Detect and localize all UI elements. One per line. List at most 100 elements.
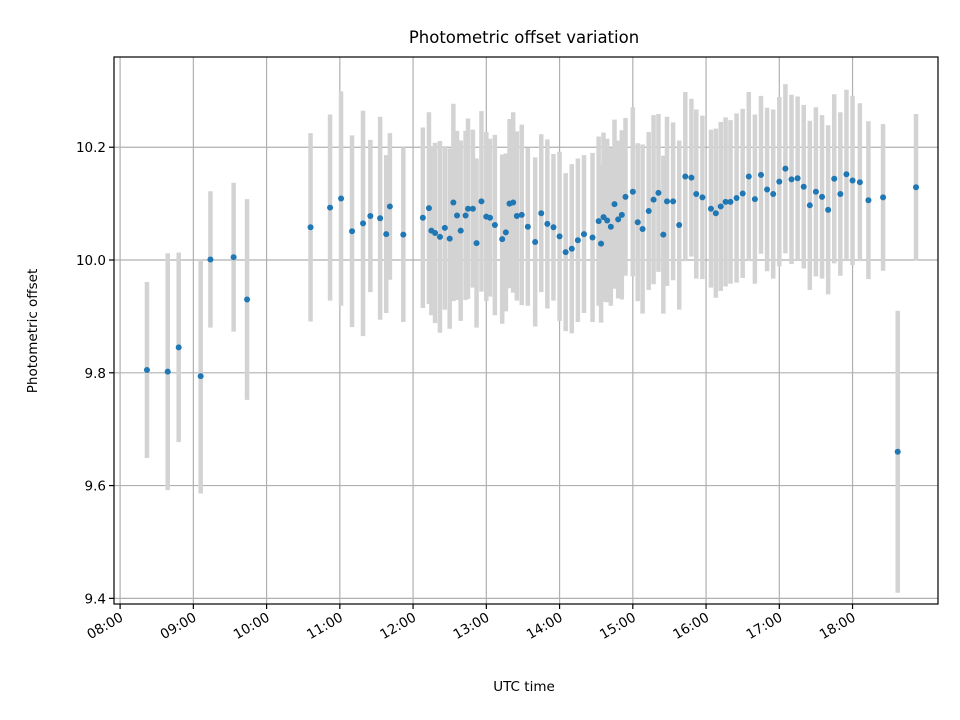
data-point	[197, 373, 204, 380]
data-point	[913, 184, 920, 191]
data-point	[622, 193, 629, 200]
x-tick-label: 11:00	[304, 610, 346, 643]
data-point	[611, 201, 618, 208]
x-tick-label: 14:00	[524, 610, 566, 643]
data-point	[562, 249, 569, 256]
data-point	[469, 205, 476, 212]
data-point	[764, 186, 771, 193]
x-tick-label: 08:00	[84, 610, 126, 643]
data-point	[650, 196, 657, 203]
data-point	[837, 191, 844, 198]
x-tick-label: 13:00	[451, 610, 493, 643]
data-point	[465, 205, 472, 212]
x-axis-label: UTC time	[493, 679, 555, 695]
data-point	[349, 228, 356, 235]
data-point	[360, 220, 367, 227]
data-point	[518, 211, 525, 218]
data-point	[143, 366, 150, 373]
data-point	[499, 236, 506, 243]
data-point	[441, 224, 448, 231]
data-point	[894, 448, 901, 455]
data-point	[175, 344, 182, 351]
data-points	[143, 165, 920, 455]
data-point	[688, 174, 695, 181]
y-tick-label: 9.8	[85, 366, 106, 382]
data-point	[383, 231, 390, 238]
data-point	[800, 183, 807, 190]
data-point	[164, 368, 171, 375]
data-point	[865, 197, 872, 204]
y-tick-label: 10.0	[76, 253, 106, 269]
data-point	[454, 212, 461, 219]
data-point	[782, 165, 789, 172]
data-point	[757, 171, 764, 178]
data-point	[717, 203, 724, 210]
data-point	[794, 175, 801, 182]
y-tick-label: 10.2	[76, 140, 106, 156]
data-point	[739, 190, 746, 197]
y-tick-label: 9.4	[85, 591, 106, 607]
data-point	[770, 191, 777, 198]
data-point	[386, 203, 393, 210]
data-point	[432, 229, 439, 236]
data-point	[682, 173, 689, 180]
data-point	[722, 198, 729, 205]
data-point	[207, 256, 214, 263]
data-point	[639, 225, 646, 232]
data-point	[819, 193, 826, 200]
data-point	[419, 214, 426, 221]
data-point	[502, 229, 509, 236]
data-point	[580, 231, 587, 238]
error-bars	[144, 84, 919, 593]
data-point	[377, 215, 384, 222]
data-point	[307, 224, 314, 231]
data-point	[660, 231, 667, 238]
data-point	[510, 199, 517, 206]
x-tick-label: 18:00	[817, 610, 859, 643]
data-point	[812, 188, 819, 195]
data-point	[524, 223, 531, 230]
y-tick-label: 9.6	[85, 479, 106, 495]
data-point	[491, 222, 498, 229]
data-point	[676, 222, 683, 229]
data-point	[607, 223, 614, 230]
data-point	[727, 198, 734, 205]
data-point	[327, 204, 334, 211]
x-tick-label: 10:00	[231, 610, 273, 643]
data-point	[629, 188, 636, 195]
data-point	[707, 205, 714, 212]
data-point	[712, 210, 719, 217]
data-point	[618, 211, 625, 218]
data-point	[693, 191, 700, 198]
data-point	[699, 194, 706, 201]
data-point	[604, 217, 611, 224]
plot-frame	[113, 56, 939, 605]
data-point	[550, 224, 557, 231]
data-point	[462, 212, 469, 219]
data-point	[745, 173, 752, 180]
data-point	[751, 196, 758, 203]
data-point	[425, 205, 432, 212]
x-tick-label: 16:00	[670, 610, 712, 643]
data-point	[568, 245, 575, 252]
data-point	[663, 198, 670, 205]
data-point	[589, 234, 596, 241]
y-axis-ticks: 9.4 9.6 9.8 10.0 10.2	[76, 140, 114, 607]
data-point	[338, 195, 345, 202]
data-point	[450, 199, 457, 206]
data-point	[670, 198, 677, 205]
data-point	[513, 213, 520, 220]
x-tick-label: 09:00	[158, 610, 200, 643]
data-point	[776, 178, 783, 185]
y-axis-label: Photometric offset	[25, 269, 41, 393]
data-point	[645, 207, 652, 214]
data-point	[486, 214, 493, 221]
data-point	[849, 177, 856, 184]
data-point	[538, 210, 545, 217]
chart-title: Photometric offset variation	[409, 28, 639, 47]
x-axis-ticks: 08:00 09:00 10:00 11:00 12:00 13:00 14:00 15:00…	[84, 604, 859, 643]
data-point	[436, 233, 443, 240]
data-point	[880, 194, 887, 201]
data-point	[574, 237, 581, 244]
data-point	[615, 216, 622, 223]
